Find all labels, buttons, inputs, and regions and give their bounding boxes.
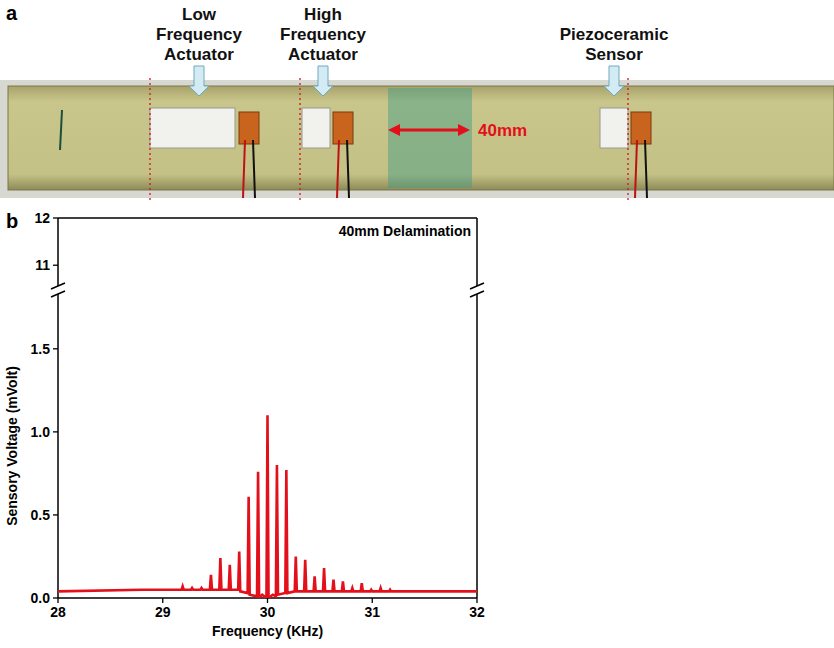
y-axis-lower <box>476 294 478 598</box>
label-line: Sensor <box>585 45 643 64</box>
y-tick-label: 1.0 <box>31 424 51 440</box>
reference-line <box>627 78 628 200</box>
panel-letter: a <box>6 2 18 24</box>
piezo-patch <box>600 108 628 148</box>
label-line: Frequency <box>280 25 367 44</box>
electrode <box>631 112 651 144</box>
x-tick <box>372 598 373 603</box>
x-tick-label: 30 <box>260 604 276 620</box>
label-line: Frequency <box>156 25 243 44</box>
pointer-arrow <box>189 66 209 96</box>
y-tick <box>53 597 58 598</box>
x-tick <box>476 598 477 603</box>
reference-line <box>299 78 300 200</box>
beam <box>8 86 834 190</box>
photo-ground <box>0 80 834 198</box>
wire <box>337 140 339 198</box>
y-tick <box>53 431 58 432</box>
dimension-line <box>396 129 462 132</box>
spectrum-line <box>58 415 477 598</box>
reference-line <box>149 78 150 200</box>
y-tick-label: 0.5 <box>31 507 51 523</box>
electrode <box>239 112 259 144</box>
x-tick-label: 29 <box>155 604 171 620</box>
frame-top <box>58 217 477 219</box>
x-tick <box>57 598 58 603</box>
dimension-arrowhead <box>458 124 470 136</box>
x-tick-label: 32 <box>469 604 485 620</box>
axis-break-mark <box>470 283 484 289</box>
y-tick-label: 0.0 <box>31 590 51 606</box>
panel-a: aLowFrequencyActuatorHighFrequencyActuat… <box>0 2 834 200</box>
label-line: Low <box>182 5 217 24</box>
x-tick-label: 31 <box>364 604 380 620</box>
piezo-patch <box>302 108 330 148</box>
y-tick-label: 1.5 <box>31 341 51 357</box>
y-axis-upper <box>476 218 478 286</box>
component-label: LowFrequencyActuator <box>156 5 243 64</box>
component-label: PiezoceramicSensor <box>560 25 669 64</box>
wire <box>243 140 245 198</box>
x-tick-label: 28 <box>50 604 66 620</box>
dimension-arrowhead <box>388 124 400 136</box>
y-tick-label: 12 <box>34 210 50 226</box>
label-line: Actuator <box>288 45 358 64</box>
panel-b: b 28 29 30 31 32 0.0 0.5 1.0 1.5 11 12 Frequency (KH… <box>4 210 485 639</box>
figure: aLowFrequencyActuatorHighFrequencyActuat… <box>0 0 834 648</box>
annotation: 40mm Delamination <box>339 223 471 239</box>
y-tick <box>53 217 58 218</box>
component-label: HighFrequencyActuator <box>280 5 367 64</box>
axis-break-mark <box>51 283 65 289</box>
y-tick <box>53 265 58 266</box>
label-line: Actuator <box>164 45 234 64</box>
y-tick <box>53 514 58 515</box>
x-tick <box>162 598 163 603</box>
label-line: High <box>304 5 342 24</box>
wire <box>645 140 647 198</box>
pointer-arrow <box>604 66 624 96</box>
axis-break-mark <box>51 291 65 297</box>
pointer-arrow <box>313 66 333 96</box>
y-tick <box>53 348 58 349</box>
y-tick-label: 11 <box>35 257 50 273</box>
beam-mark <box>60 110 62 150</box>
delamination-area <box>388 88 472 188</box>
x-tick <box>267 598 268 603</box>
x-axis-title: Frequency (KHz) <box>212 623 323 639</box>
dimension-label: 40mm <box>478 121 527 140</box>
y-axis-upper <box>57 218 59 286</box>
piezo-patch <box>150 108 235 148</box>
data-layer <box>58 415 477 598</box>
electrode <box>333 112 353 144</box>
y-axis-lower <box>57 294 59 598</box>
wire <box>253 140 255 198</box>
y-axis-title: Sensory Voltage (mVolt) <box>4 366 20 526</box>
wire <box>635 140 637 198</box>
panel-letter: b <box>6 210 18 232</box>
axis-break-mark <box>470 291 484 297</box>
wire <box>347 140 349 198</box>
label-line: Piezoceramic <box>560 25 669 44</box>
